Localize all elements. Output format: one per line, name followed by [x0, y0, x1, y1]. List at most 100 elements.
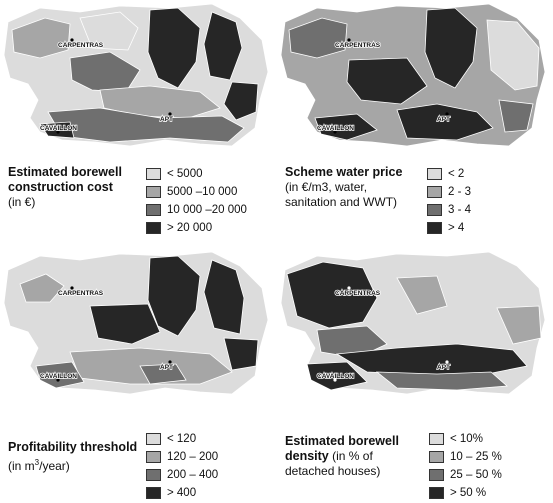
- legend-item: < 2: [427, 166, 471, 181]
- panel-construction-cost: CARPENTRAS APT CAVAILLON Estimated borew…: [0, 0, 276, 247]
- town-marker-cavaillon: [333, 130, 337, 134]
- legend-item: 200 – 400: [146, 467, 218, 482]
- map-zone-southeast: [498, 99, 534, 133]
- legend-swatch: [429, 450, 444, 463]
- legend-swatch: [146, 450, 161, 463]
- legend-item: < 5000: [146, 166, 247, 181]
- legend-swatch: [146, 167, 161, 180]
- map-zone-northwest: [19, 273, 65, 303]
- legend-item: < 120: [146, 431, 218, 446]
- title-line-2: construction cost: [8, 180, 113, 194]
- town-label-apt: APT: [160, 364, 173, 371]
- panel-borewell-density: CARPENTRAS APT CAVAILLON Estimated borew…: [277, 248, 553, 499]
- town-label-carpentras: CARPENTRAS: [335, 290, 381, 297]
- panel-subtitle-line-2: sanitation and WWT): [285, 195, 398, 209]
- legend-item: 10 000 –20 000: [146, 202, 247, 217]
- map-zone-east: [486, 19, 540, 91]
- map-zone-southwest: [35, 361, 85, 389]
- town-label-cavaillon: CAVAILLON: [317, 373, 354, 380]
- legend: < 2 2 - 3 3 - 4 > 4: [427, 166, 471, 238]
- town-marker-cavaillon: [56, 378, 60, 382]
- map-water-price: CARPENTRAS APT CAVAILLON: [280, 3, 546, 147]
- legend-swatch: [146, 432, 161, 445]
- legend-item: 10 – 25 %: [429, 449, 502, 464]
- title-line-1: Profitability threshold: [8, 440, 138, 454]
- town-marker-carpentras: [70, 38, 74, 42]
- town-label-cavaillon: CAVAILLON: [40, 373, 77, 380]
- town-marker-carpentras: [70, 286, 74, 290]
- town-marker-cavaillon: [333, 378, 337, 382]
- map-zone-north: [147, 7, 201, 89]
- legend: < 5000 5000 –10 000 10 000 –20 000 > 20 …: [146, 166, 247, 238]
- map-borewell-density: CARPENTRAS APT CAVAILLON: [280, 251, 546, 395]
- town-marker-apt: [445, 360, 449, 364]
- map-zone-north-center: [79, 11, 139, 51]
- legend-swatch: [146, 486, 161, 499]
- panel-subtitle: (in m3/year): [8, 458, 70, 473]
- panel-water-price: CARPENTRAS APT CAVAILLON Scheme water pr…: [277, 0, 553, 247]
- legend-swatch: [427, 203, 442, 216]
- town-label-carpentras: CARPENTRAS: [58, 290, 104, 297]
- map-zone-northwest: [11, 17, 71, 59]
- town-label-cavaillon: CAVAILLON: [317, 125, 354, 132]
- town-label-carpentras: CARPENTRAS: [58, 42, 104, 49]
- legend-item: > 400: [146, 485, 218, 500]
- map-zone-east: [223, 337, 259, 371]
- legend-swatch: [146, 203, 161, 216]
- legend-swatch: [429, 468, 444, 481]
- title-line-1: Scheme water price: [285, 165, 403, 179]
- map-zone-southwest: [314, 113, 378, 141]
- map-profitability: CARPENTRAS APT CAVAILLON: [3, 251, 269, 395]
- legend-swatch: [146, 185, 161, 198]
- town-marker-apt: [168, 112, 172, 116]
- map-zone-north: [147, 255, 201, 337]
- town-label-apt: APT: [437, 364, 450, 371]
- legend-swatch: [429, 486, 444, 499]
- map-zone-south: [47, 107, 245, 143]
- legend-item: > 50 %: [429, 485, 502, 500]
- map-zone-west: [346, 57, 428, 105]
- town-label-carpentras: CARPENTRAS: [335, 42, 381, 49]
- legend-swatch: [427, 167, 442, 180]
- map-zone-center: [89, 303, 161, 345]
- panel-title: Estimated borewell construction cost (in…: [8, 165, 122, 210]
- map-zone-south: [396, 103, 494, 141]
- legend-item: 25 – 50 %: [429, 467, 502, 482]
- map-zone-north: [424, 7, 478, 89]
- title-line-2-rest: (in % of: [328, 449, 373, 463]
- map-zone-south-center: [139, 363, 187, 385]
- panel-subtitle-line-1: (in €/m3, water,: [285, 180, 368, 194]
- legend-item: > 4: [427, 220, 471, 235]
- legend: < 120 120 – 200 200 – 400 > 400: [146, 431, 218, 503]
- panel-subtitle: (in €): [8, 195, 36, 209]
- legend-item: 5000 –10 000: [146, 184, 247, 199]
- map-zone-south-mid: [375, 371, 508, 391]
- legend-swatch: [146, 221, 161, 234]
- legend-swatch: [427, 221, 442, 234]
- map-zone-southwest: [306, 361, 368, 391]
- panel-title: Scheme water price (in €/m3, water, sani…: [285, 165, 402, 210]
- map-zone-east: [496, 305, 542, 345]
- map-zone-southwest: [39, 121, 75, 139]
- legend: < 10% 10 – 25 % 25 – 50 % > 50 %: [429, 431, 502, 503]
- map-zone-northwest: [288, 17, 348, 59]
- map-zone-northeast: [203, 11, 243, 81]
- town-label-apt: APT: [437, 116, 450, 123]
- map-zone-northeast: [203, 259, 245, 335]
- legend-swatch: [429, 432, 444, 445]
- town-label-cavaillon: CAVAILLON: [40, 125, 77, 132]
- panel-title: Profitability threshold (in m3/year): [8, 440, 137, 474]
- legend-swatch: [146, 468, 161, 481]
- map-zone-north-center: [396, 275, 448, 315]
- town-marker-carpentras: [347, 38, 351, 42]
- town-marker-apt: [168, 360, 172, 364]
- panel-title: Estimated borewell density (in % of deta…: [285, 434, 399, 479]
- map-construction-cost: CARPENTRAS APT CAVAILLON: [3, 3, 269, 147]
- title-line-1: Estimated borewell: [285, 434, 399, 448]
- title-line-1: Estimated borewell: [8, 165, 122, 179]
- panel-subtitle: detached houses): [285, 464, 381, 478]
- legend-item: 120 – 200: [146, 449, 218, 464]
- town-marker-cavaillon: [56, 130, 60, 134]
- map-zone-east: [223, 81, 259, 121]
- title-line-2: density: [285, 449, 329, 463]
